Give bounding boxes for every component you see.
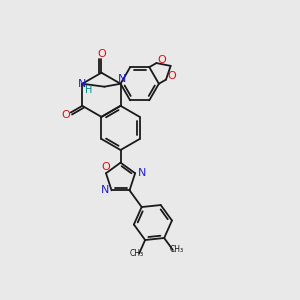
Text: N: N [137,168,146,178]
Text: N: N [118,74,127,84]
Text: O: O [62,110,70,120]
Text: N: N [78,79,86,89]
Text: O: O [167,71,176,81]
Text: O: O [158,55,167,65]
Text: CH₃: CH₃ [169,245,184,254]
Text: O: O [97,49,106,59]
Text: N: N [101,185,109,195]
Text: H: H [85,85,92,95]
Text: O: O [102,162,110,172]
Text: CH₃: CH₃ [129,249,144,258]
